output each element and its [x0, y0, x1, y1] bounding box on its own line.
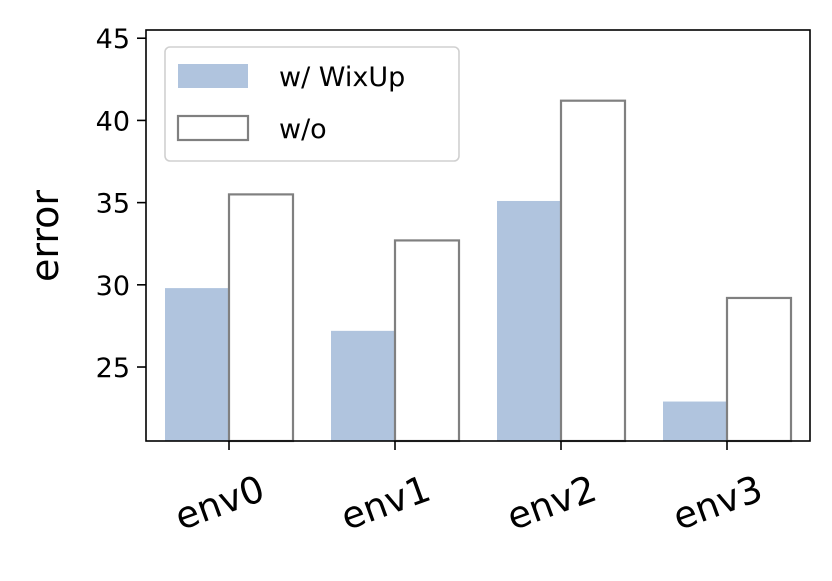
- x-tick-label-env0: env0: [169, 467, 270, 539]
- bar-with-wixup-env2: [497, 200, 561, 441]
- bar-with-wixup-env1: [331, 330, 395, 441]
- legend: w/ WixUp w/o: [164, 46, 460, 162]
- x-tick-label-env3: env3: [667, 467, 768, 539]
- plot-area-frame: [145, 29, 811, 442]
- y-axis-label: error: [23, 190, 67, 282]
- bar-without-env0: [227, 193, 295, 443]
- x-tick-label-env1: env1: [335, 467, 436, 539]
- x-axis: env0 env1 env2 env3: [169, 441, 768, 539]
- bars-layer: [165, 99, 793, 443]
- legend-swatch-without: [176, 114, 250, 142]
- y-tick-label: 35: [96, 189, 130, 220]
- bar-without-env3: [725, 296, 793, 443]
- legend-label-without: w/o: [279, 114, 327, 145]
- y-tick-label: 40: [96, 106, 130, 137]
- bar-with-wixup-env3: [663, 401, 727, 441]
- bar-with-wixup-env0: [165, 288, 229, 441]
- y-tick-label: 30: [96, 271, 130, 302]
- x-tick-label-env2: env2: [501, 467, 602, 539]
- bar-without-env1: [393, 239, 461, 443]
- bar-without-env2: [559, 99, 627, 443]
- y-tick-label: 45: [96, 24, 130, 55]
- y-tick-label: 25: [96, 353, 130, 384]
- y-axis: 25 30 35 40 45: [96, 24, 146, 384]
- legend-swatch-with-wixup: [178, 64, 248, 88]
- legend-label-with-wixup: w/ WixUp: [279, 62, 405, 93]
